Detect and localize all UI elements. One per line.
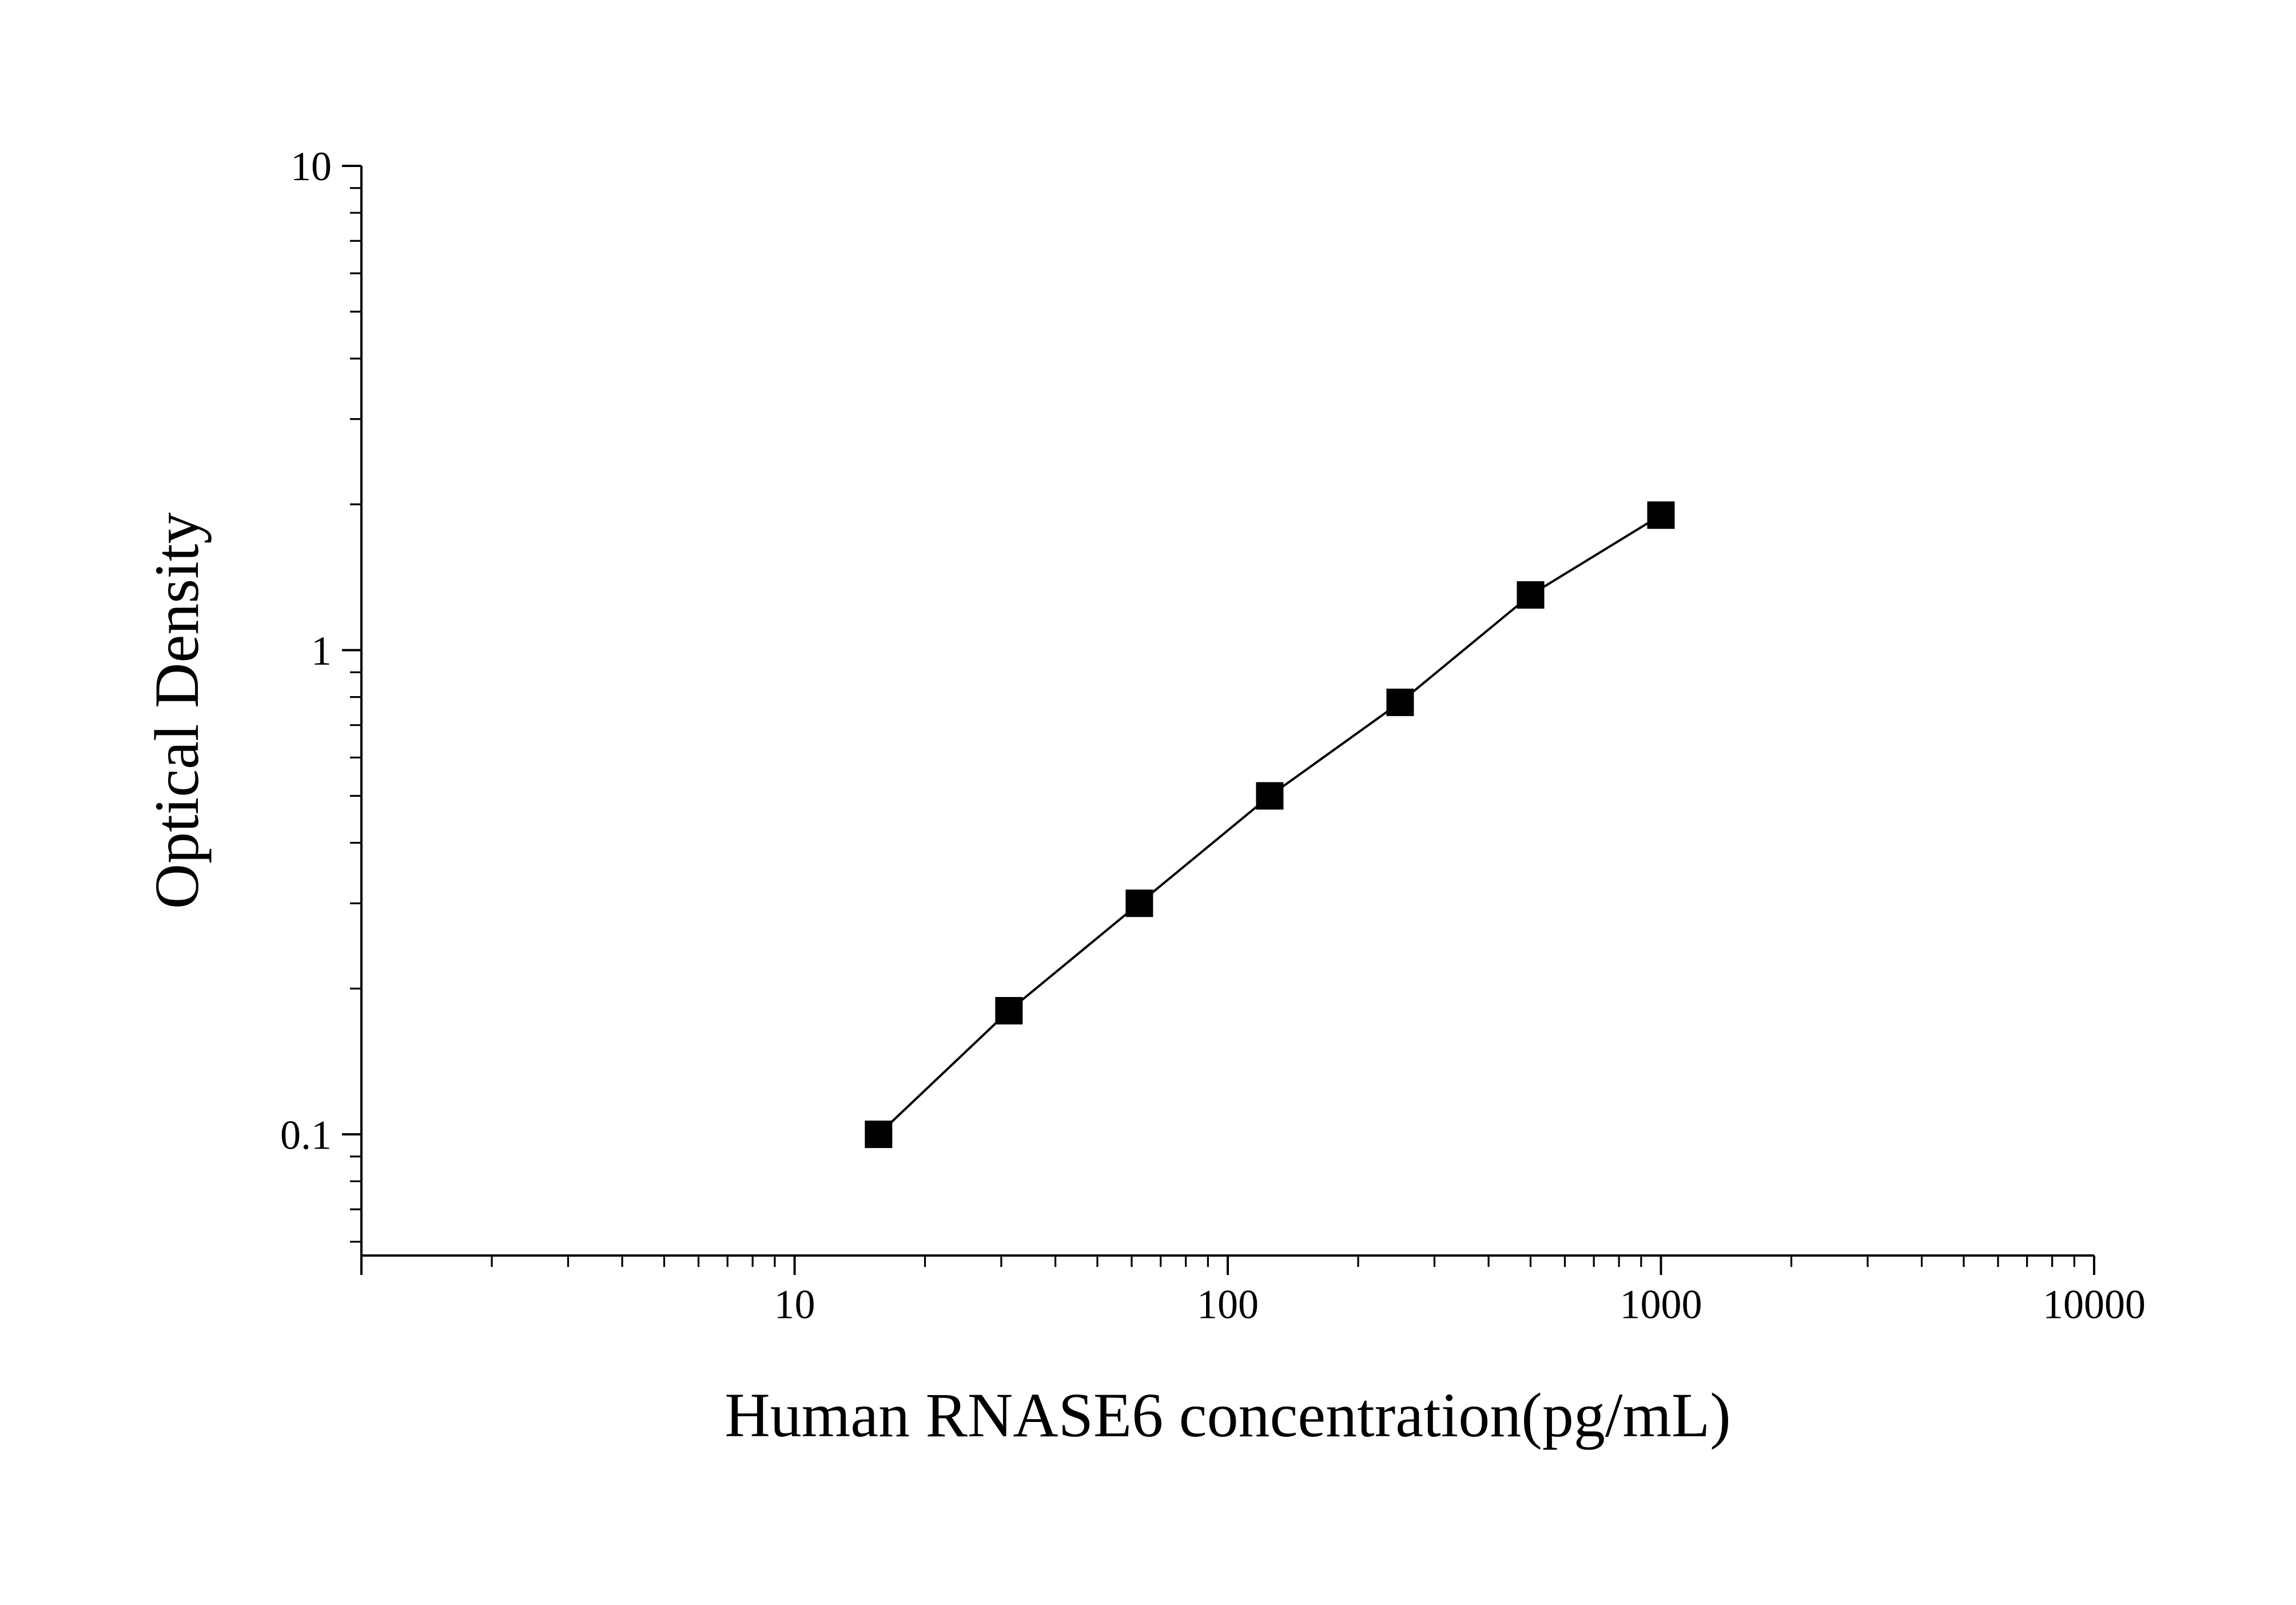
series-marker-standard-curve <box>1648 502 1674 529</box>
series-marker-standard-curve <box>1517 582 1543 608</box>
x-tick-label: 1000 <box>1620 1282 1702 1328</box>
x-tick-label: 10000 <box>2043 1282 2146 1328</box>
series-marker-standard-curve <box>1256 782 1283 809</box>
x-tick-label: 100 <box>1197 1282 1259 1328</box>
y-tick-label: 0.1 <box>280 1112 332 1158</box>
series-marker-standard-curve <box>1387 689 1413 716</box>
series-marker-standard-curve <box>996 998 1022 1024</box>
y-tick-label: 1 <box>311 628 332 674</box>
x-axis-label: Human RNASE6 concentration(pg/mL) <box>725 1380 1731 1450</box>
x-tick-label: 10 <box>774 1282 815 1328</box>
y-axis-label: Optical Density <box>142 513 212 909</box>
standard-curve-chart: 10 100 1000 10000 0.1 1 10 Human RNASE6 concent… <box>0 0 2296 1605</box>
y-tick-label: 10 <box>291 144 332 189</box>
series-marker-standard-curve <box>1126 890 1152 916</box>
chart-container: 10 100 1000 10000 0.1 1 10 Human RNASE6 concent… <box>0 0 2296 1605</box>
series-marker-standard-curve <box>865 1121 892 1147</box>
